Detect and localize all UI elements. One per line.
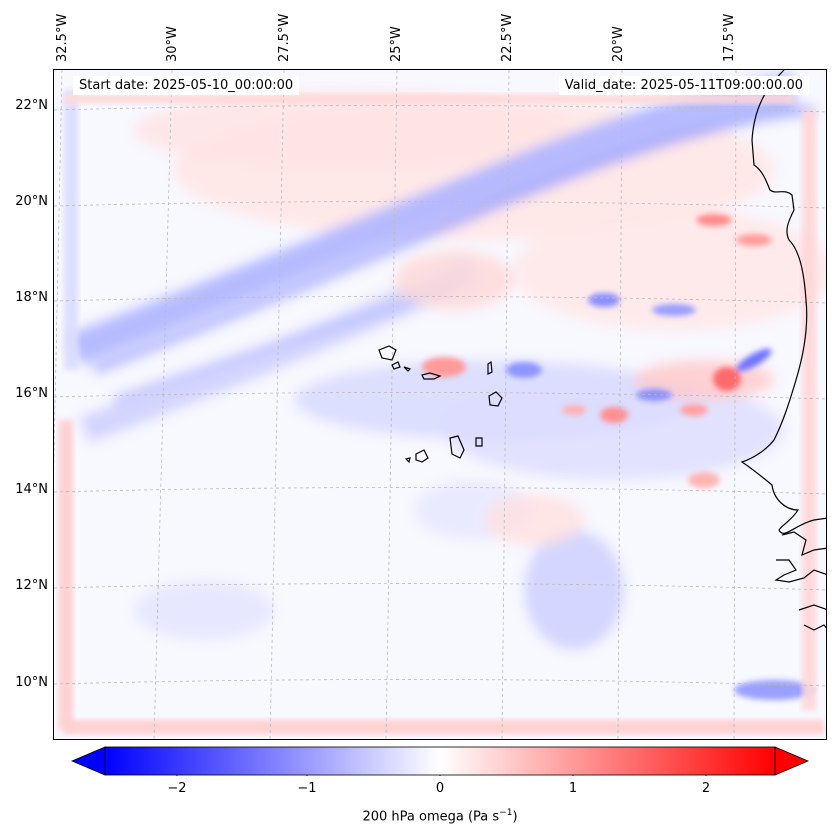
lon-label-17-5w: 17.5°W (722, 13, 737, 62)
coastline (740, 70, 826, 631)
colorbar-label-text: 200 hPa omega (Pa s (362, 809, 500, 825)
lon-label-25w: 25°W (389, 26, 404, 62)
start-date-label: Start date: 2025-05-10_00:00:00 (73, 76, 300, 95)
lat-label-14n: 14°N (15, 482, 48, 497)
island-boa-vista (488, 391, 503, 407)
colorbar-tick-2: 2 (701, 781, 711, 796)
omega-field-shading (54, 70, 826, 739)
lat-label-16n: 16°N (15, 386, 48, 401)
lon-label-20w: 20°W (611, 26, 626, 62)
colorbar-tick-minus-1: −1 (297, 781, 317, 796)
island-sal (487, 360, 493, 375)
lon-label-27-5w: 27.5°W (277, 13, 292, 62)
island-maio (475, 437, 483, 447)
lon-label-22-5w: 22.5°W (500, 13, 515, 62)
colorbar-label: 200 hPa omega (Pa s−1) (0, 808, 837, 824)
colorbar (70, 746, 810, 776)
island-santo-antao (378, 345, 397, 361)
colorbar-tick-1: 1 (568, 781, 578, 796)
lon-label-32-5w: 32.5°W (55, 13, 70, 62)
island-brava (404, 457, 411, 464)
colorbar-label-exponent: −1 (499, 808, 513, 818)
island-fogo (415, 449, 429, 463)
colorbar-tick-0: 0 (435, 781, 445, 796)
island-santa-luzia (403, 366, 412, 372)
colorbar-label-close: ) (512, 809, 518, 825)
lon-label-30w: 30°W (165, 26, 180, 62)
gridlines (54, 70, 826, 739)
colorbar-tick-minus-2: −2 (167, 781, 187, 796)
island-santiago (449, 435, 465, 459)
colorbar-gradient (104, 746, 776, 776)
lat-label-10n: 10°N (15, 675, 48, 690)
omega-field-map (54, 70, 826, 739)
map-panel (53, 69, 827, 740)
island-sao-vicente (391, 361, 401, 370)
valid-date-label: Valid_date: 2025-05-11T09:00:00.00 (558, 76, 809, 95)
colorbar-min-extend (70, 746, 106, 776)
lat-label-12n: 12°N (15, 578, 48, 593)
lat-label-20n: 20°N (15, 194, 48, 209)
island-sao-nicolau (421, 372, 442, 380)
lat-label-18n: 18°N (15, 290, 48, 305)
lat-label-22n: 22°N (15, 98, 48, 113)
colorbar-max-extend (774, 746, 810, 776)
boundary-relaxation-zone (59, 90, 824, 734)
cape-verde-islands (378, 345, 503, 464)
